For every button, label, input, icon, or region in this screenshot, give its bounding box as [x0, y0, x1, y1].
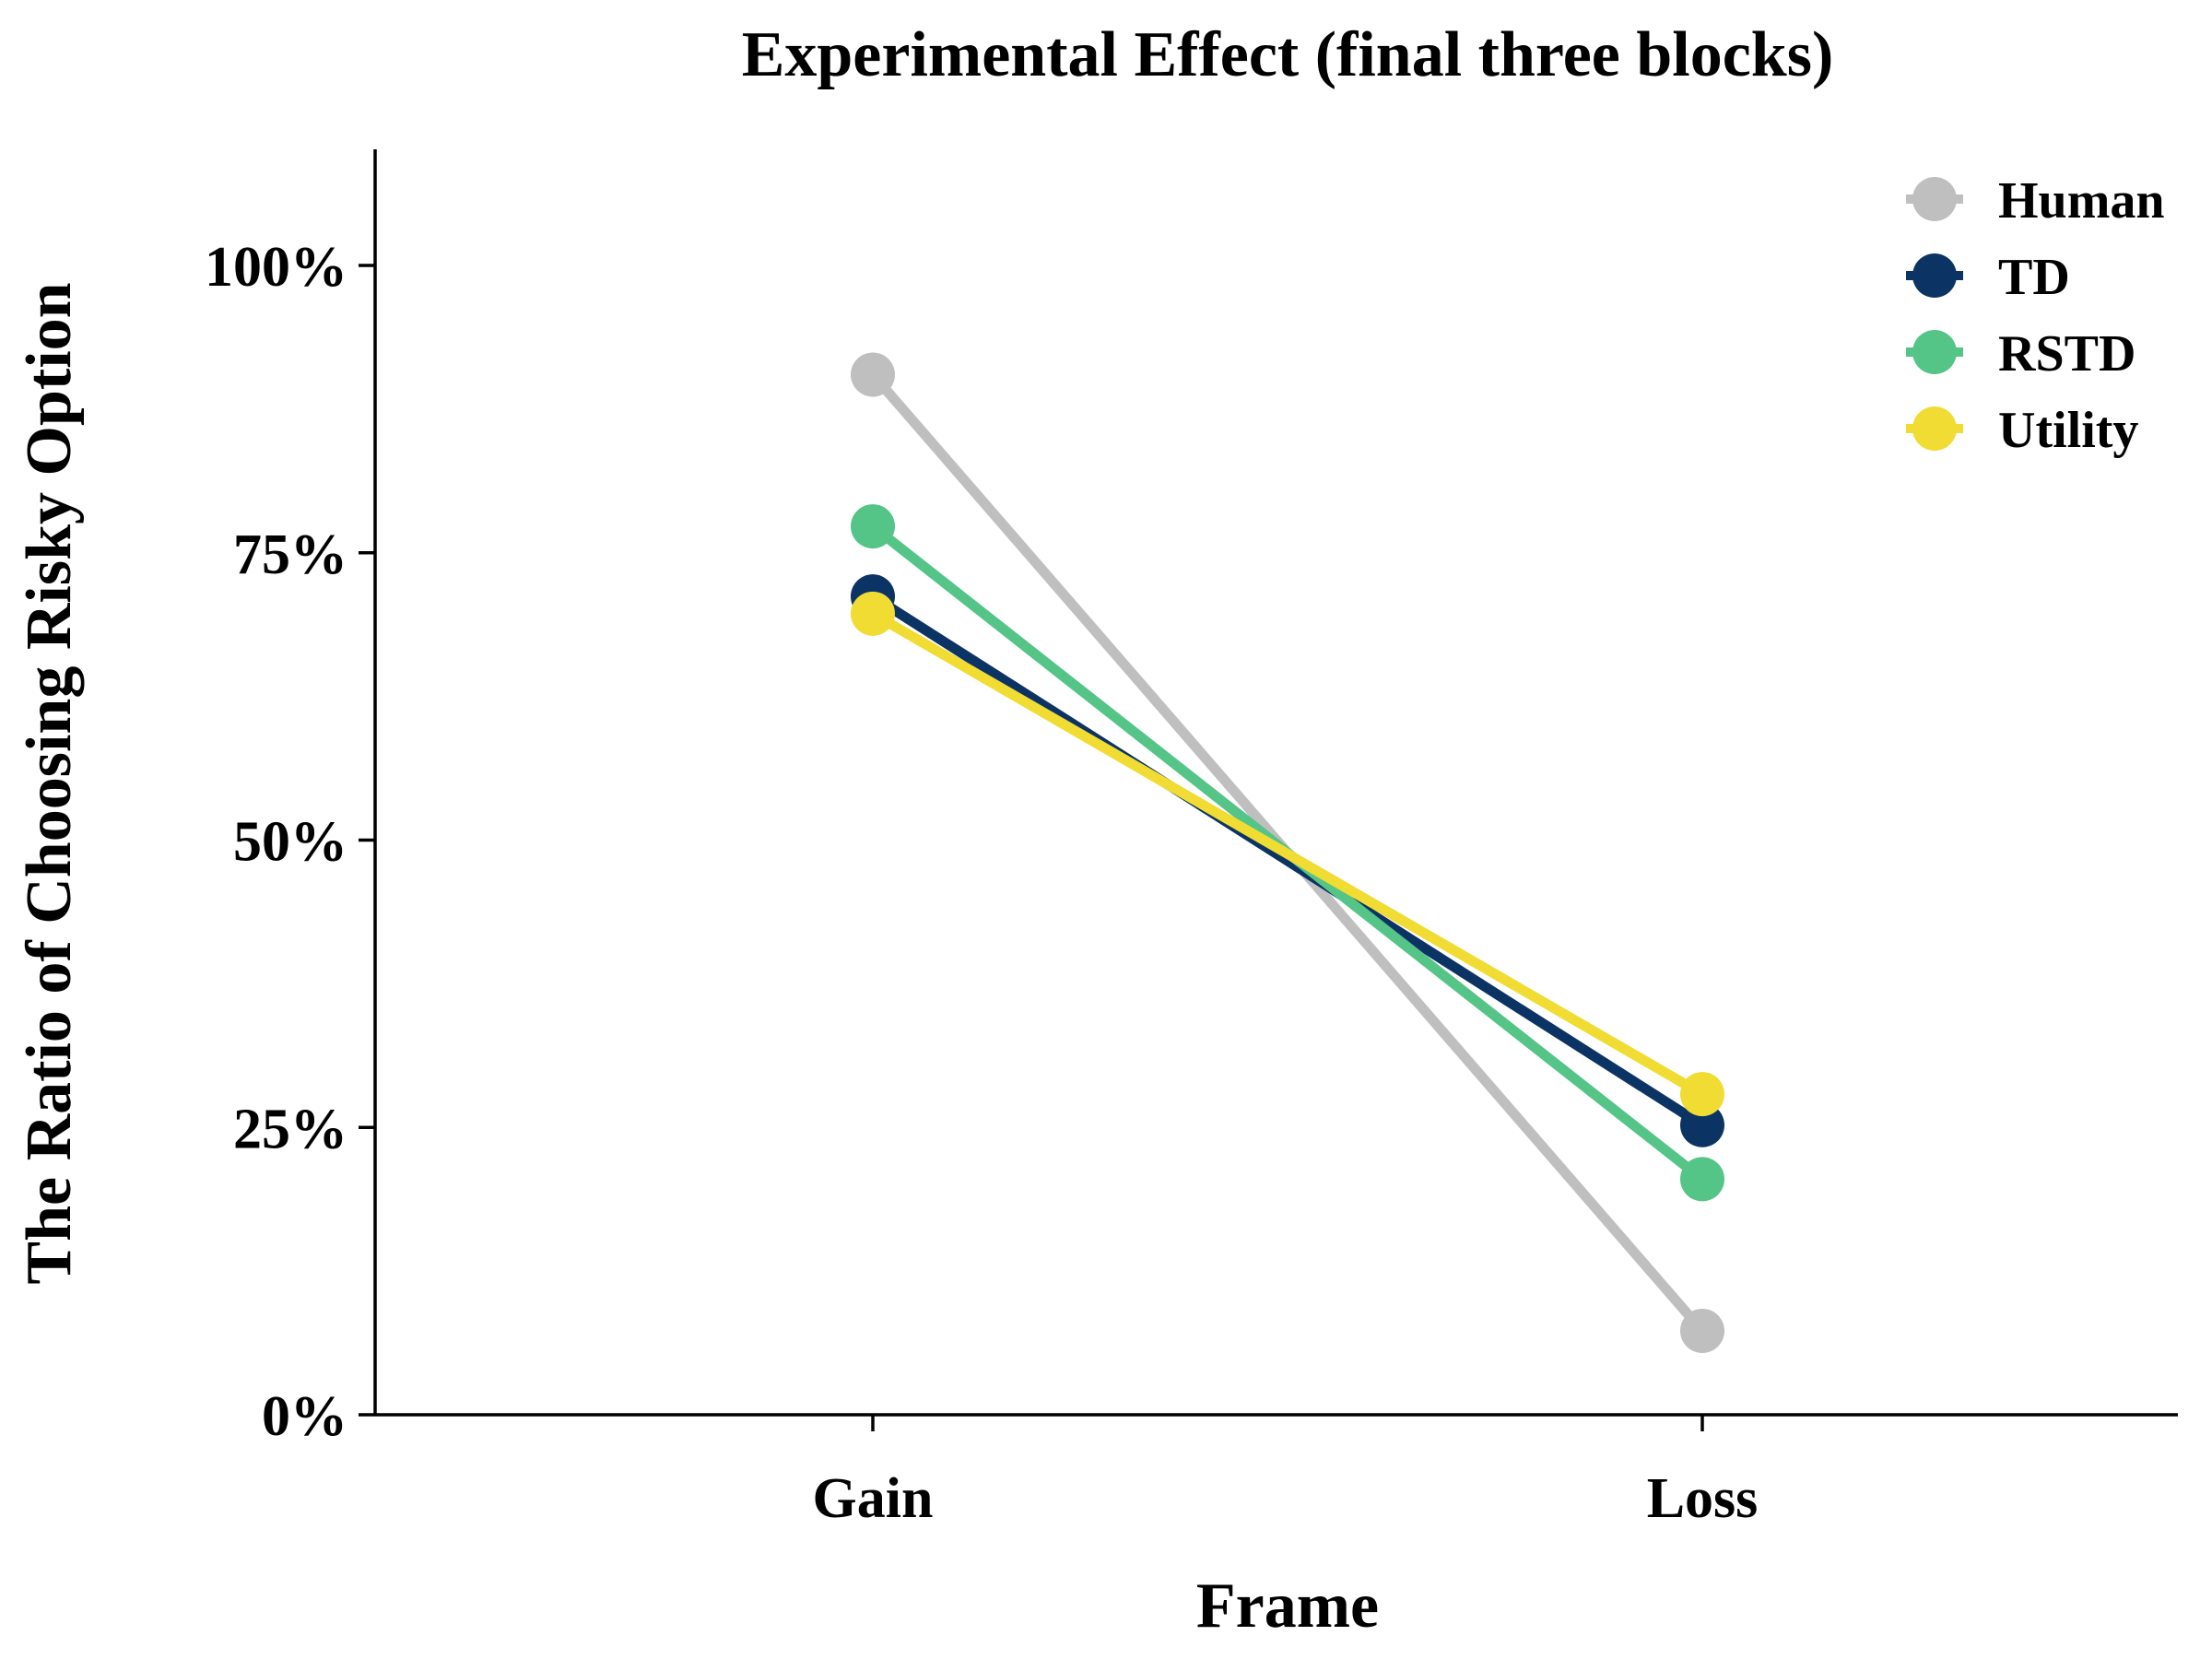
data-point	[1680, 1157, 1724, 1202]
data-point	[851, 591, 895, 636]
y-tick-label: 100%	[205, 236, 347, 299]
series-line	[867, 608, 1708, 1100]
legend-item-human: Human	[1906, 172, 2165, 229]
x-tick-label: Gain	[813, 1467, 934, 1530]
legend-swatch-marker	[1912, 406, 1957, 451]
y-axis-label: The Ratio of Choosing Risky Option	[14, 282, 85, 1284]
data-point	[1680, 1308, 1724, 1353]
legend-item-td: TD	[1906, 249, 2070, 306]
legend-item-utility: Utility	[1906, 402, 2138, 459]
x-ticks: Gain Loss	[813, 1415, 1759, 1530]
series-td	[851, 574, 1724, 1147]
y-tick-label: 25%	[233, 1098, 347, 1160]
y-tick-label: 75%	[233, 524, 347, 586]
legend-swatch-marker	[1912, 330, 1957, 374]
series-line	[867, 591, 1708, 1131]
data-point	[851, 504, 895, 549]
series-group	[851, 352, 1724, 1353]
y-tick-label: 0%	[262, 1385, 347, 1448]
chart-title: Experimental Effect (final three blocks)	[742, 19, 1834, 90]
data-point	[851, 352, 895, 397]
legend-label: RSTD	[1998, 325, 2136, 382]
data-point	[1680, 1072, 1724, 1117]
x-axis-label: Frame	[1196, 1571, 1379, 1641]
legend-label: Human	[1998, 172, 2165, 229]
legend-swatch-marker	[1912, 177, 1957, 221]
legend-item-rstd: RSTD	[1906, 325, 2136, 382]
data-point	[1680, 1102, 1724, 1147]
legend-label: Utility	[1998, 402, 2138, 459]
legend-swatch-marker	[1912, 253, 1957, 298]
series-utility	[851, 591, 1724, 1117]
legend-label: TD	[1998, 249, 2070, 306]
y-tick-label: 50%	[233, 811, 347, 874]
legend: Human TD RSTD Utility	[1906, 172, 2165, 459]
y-ticks: 0% 25% 50% 75% 100%	[205, 236, 375, 1448]
x-tick-label: Loss	[1647, 1467, 1759, 1530]
